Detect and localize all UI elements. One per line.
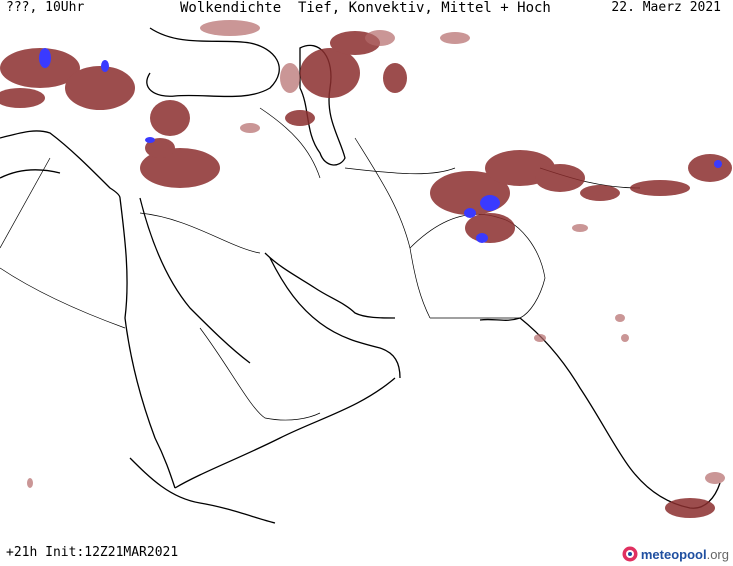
forecast-date: 22. Maerz 2021 bbox=[611, 0, 721, 15]
weather-map bbox=[0, 20, 732, 524]
run-label: ???, 10Uhr bbox=[6, 0, 85, 15]
init-time: +21h Init:12Z21MAR2021 bbox=[6, 545, 179, 560]
meteopool-logo-icon bbox=[622, 546, 638, 562]
map-title: Wolkendichte Tief, Konvektiv, Mittel + H… bbox=[180, 0, 551, 16]
brand-suffix: .org bbox=[706, 546, 729, 562]
brand-name: meteopool bbox=[640, 546, 707, 562]
cloud-density-overlay bbox=[0, 20, 732, 518]
brand-logo[interactable]: meteopool .org bbox=[622, 546, 729, 562]
country-borders bbox=[0, 107, 641, 421]
